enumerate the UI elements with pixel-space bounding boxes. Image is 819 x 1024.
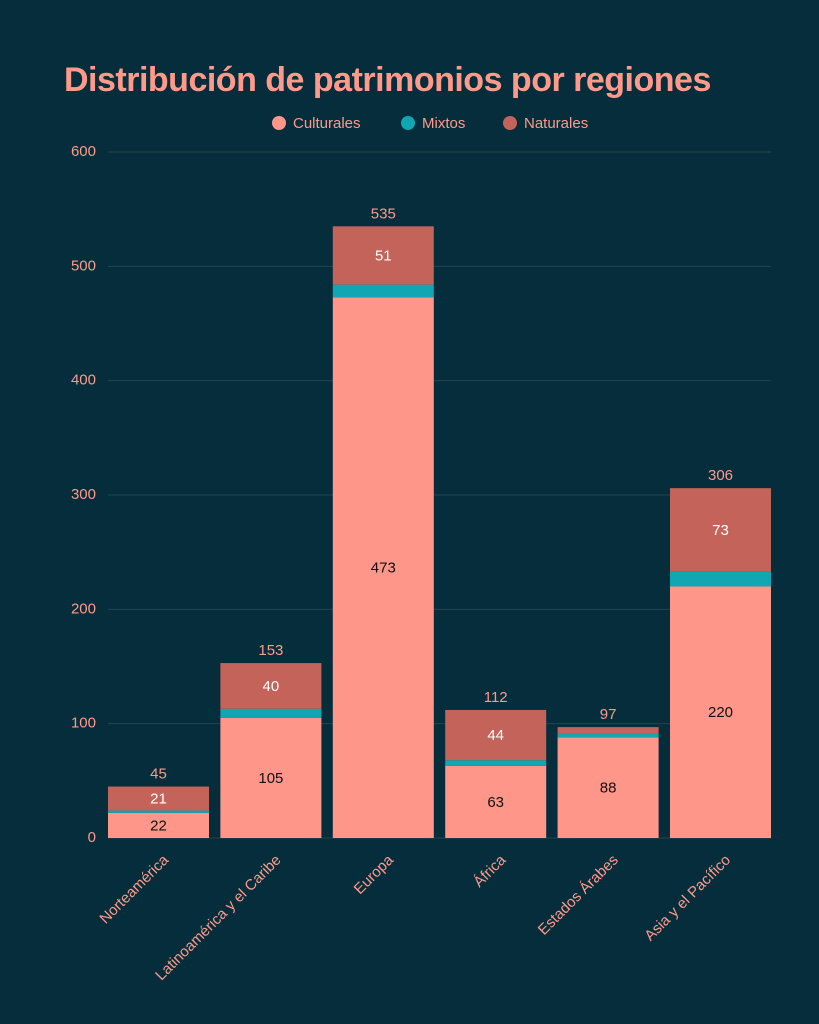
- bar-segment: [108, 810, 209, 813]
- legend-label: Mixtos: [422, 115, 465, 132]
- total-label: 153: [258, 642, 283, 659]
- total-label: 306: [708, 467, 733, 484]
- bar-segment: [445, 709, 547, 761]
- y-tick-label: 0: [88, 829, 96, 846]
- value-label: 21: [150, 791, 167, 808]
- value-label: 88: [600, 780, 617, 797]
- bar-segment: [220, 708, 322, 718]
- value-label: 40: [263, 678, 280, 695]
- total-label: 535: [371, 205, 396, 222]
- bar-segment: [557, 733, 659, 738]
- value-label: 51: [375, 247, 392, 264]
- total-label: 112: [484, 689, 508, 706]
- value-label: 73: [712, 522, 729, 539]
- legend-label: Naturales: [524, 115, 588, 132]
- chart-title: Distribución de patrimonios por regiones: [64, 61, 711, 99]
- y-tick-label: 400: [71, 372, 96, 389]
- y-tick-label: 100: [71, 715, 96, 732]
- legend-swatch: [401, 116, 415, 130]
- bar-segment: [332, 297, 434, 838]
- value-label: 22: [150, 817, 167, 834]
- y-tick-label: 200: [71, 600, 96, 617]
- bar-segment: [332, 284, 434, 298]
- y-tick-label: 300: [71, 486, 96, 503]
- bar-segment: [108, 812, 209, 838]
- value-label: 105: [258, 770, 283, 787]
- bar-segment: [220, 717, 322, 838]
- bar-segment: [670, 586, 771, 838]
- total-label: 45: [150, 766, 167, 783]
- value-label: 473: [371, 560, 396, 577]
- value-label: 63: [487, 794, 504, 811]
- legend-label: Culturales: [293, 115, 361, 132]
- bar-segment: [670, 488, 771, 572]
- bar-segment: [332, 226, 434, 285]
- bar-segment: [445, 765, 547, 838]
- value-label: 44: [487, 727, 504, 744]
- bar-segment: [220, 663, 322, 709]
- total-label: 97: [600, 706, 617, 723]
- value-label: 220: [708, 704, 733, 721]
- legend-swatch: [503, 116, 517, 130]
- legend-swatch: [272, 116, 286, 130]
- y-tick-label: 600: [71, 143, 96, 160]
- y-tick-label: 500: [71, 257, 96, 274]
- bar-segment: [557, 737, 659, 838]
- bar-segment: [108, 786, 209, 811]
- bar-segment: [670, 571, 771, 587]
- bar-segment: [557, 727, 659, 734]
- bar-segment: [445, 760, 547, 766]
